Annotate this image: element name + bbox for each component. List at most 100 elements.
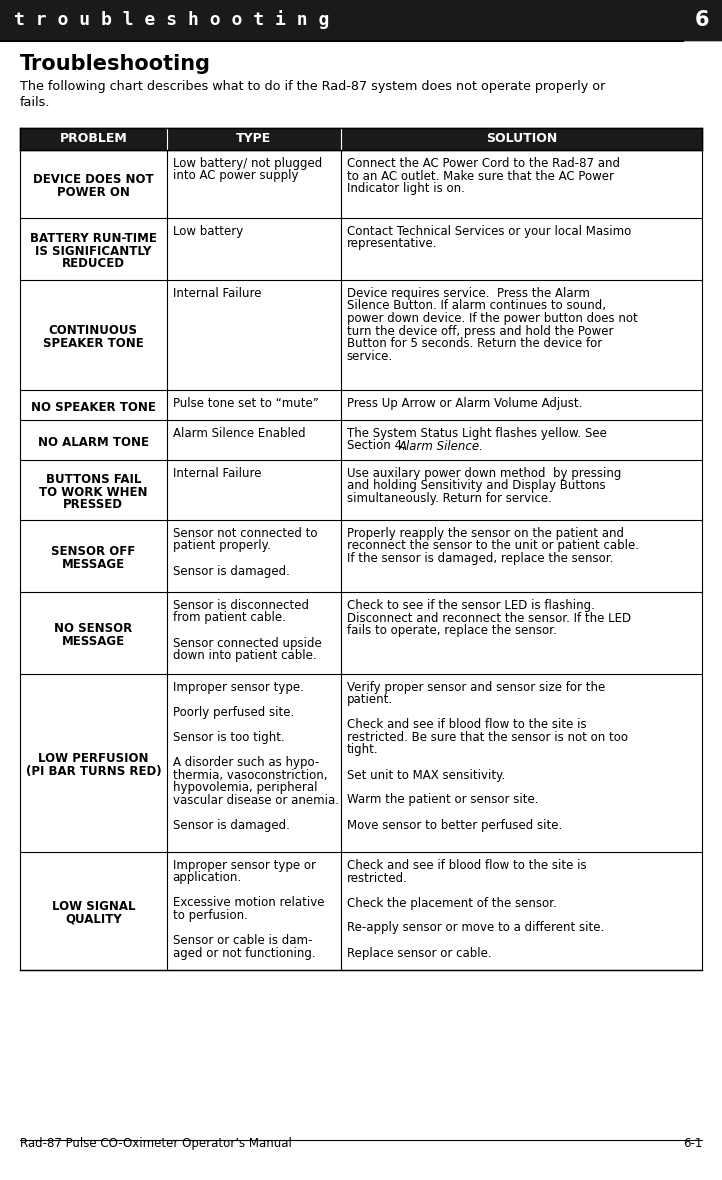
Text: Sensor is damaged.: Sensor is damaged. — [173, 564, 290, 577]
Text: Sensor not connected to: Sensor not connected to — [173, 527, 317, 540]
Text: Excessive motion relative: Excessive motion relative — [173, 897, 324, 910]
Text: reconnect the sensor to the unit or patient cable.: reconnect the sensor to the unit or pati… — [347, 539, 638, 552]
Text: Internal Failure: Internal Failure — [173, 467, 261, 480]
Text: BATTERY RUN-TIME: BATTERY RUN-TIME — [30, 232, 157, 245]
Text: Improper sensor type or: Improper sensor type or — [173, 859, 316, 872]
Text: and holding Sensitivity and Display Buttons: and holding Sensitivity and Display Butt… — [347, 479, 605, 492]
Text: Alarm Silence.: Alarm Silence. — [399, 439, 484, 452]
Text: Button for 5 seconds. Return the device for: Button for 5 seconds. Return the device … — [347, 337, 602, 350]
Bar — [20, 592, 702, 674]
Text: down into patient cable.: down into patient cable. — [173, 649, 316, 662]
Text: t r o u b l e s h o o t i n g: t r o u b l e s h o o t i n g — [14, 11, 329, 30]
Bar — [20, 520, 702, 592]
Text: The System Status Light flashes yellow. See: The System Status Light flashes yellow. … — [347, 427, 606, 440]
Text: Low battery/ not plugged: Low battery/ not plugged — [173, 157, 322, 170]
Text: thermia, vasoconstriction,: thermia, vasoconstriction, — [173, 768, 327, 781]
Text: SPEAKER TONE: SPEAKER TONE — [43, 336, 144, 350]
Bar — [20, 127, 702, 150]
Text: Check and see if blood flow to the site is: Check and see if blood flow to the site … — [347, 859, 586, 872]
Text: 6: 6 — [695, 9, 709, 30]
Text: fails.: fails. — [20, 96, 51, 109]
Text: Contact Technical Services or your local Masimo: Contact Technical Services or your local… — [347, 225, 631, 238]
Text: SOLUTION: SOLUTION — [486, 132, 557, 145]
Text: aged or not functioning.: aged or not functioning. — [173, 946, 316, 959]
Bar — [20, 420, 702, 460]
Text: turn the device off, press and hold the Power: turn the device off, press and hold the … — [347, 324, 613, 337]
Text: Sensor is too tight.: Sensor is too tight. — [173, 730, 284, 745]
Text: LOW SIGNAL: LOW SIGNAL — [51, 900, 135, 913]
Text: Replace sensor or cable.: Replace sensor or cable. — [347, 946, 491, 959]
Text: Check and see if blood flow to the site is: Check and see if blood flow to the site … — [347, 719, 586, 732]
Bar — [20, 852, 702, 970]
Text: Check the placement of the sensor.: Check the placement of the sensor. — [347, 897, 556, 910]
Text: Properly reapply the sensor on the patient and: Properly reapply the sensor on the patie… — [347, 527, 624, 540]
Text: Check to see if the sensor LED is flashing.: Check to see if the sensor LED is flashi… — [347, 599, 594, 612]
Text: Silence Button. If alarm continues to sound,: Silence Button. If alarm continues to so… — [347, 300, 606, 313]
Text: Use auxilary power down method  by pressing: Use auxilary power down method by pressi… — [347, 467, 621, 480]
Text: restricted. Be sure that the sensor is not on too: restricted. Be sure that the sensor is n… — [347, 730, 627, 745]
Text: Section 4,: Section 4, — [347, 439, 409, 452]
Text: LOW PERFUSION: LOW PERFUSION — [38, 753, 149, 766]
Bar — [20, 674, 702, 852]
Bar — [683, 1, 721, 39]
Bar — [0, 0, 722, 40]
Bar — [20, 391, 702, 420]
Text: Poorly perfused site.: Poorly perfused site. — [173, 706, 294, 719]
Text: hypovolemia, peripheral: hypovolemia, peripheral — [173, 781, 317, 794]
Text: SENSOR OFF: SENSOR OFF — [51, 545, 136, 558]
Text: DEVICE DOES NOT: DEVICE DOES NOT — [33, 173, 154, 186]
Bar — [20, 150, 702, 218]
Text: TYPE: TYPE — [236, 132, 271, 145]
Text: Connect the AC Power Cord to the Rad-87 and: Connect the AC Power Cord to the Rad-87 … — [347, 157, 619, 170]
Text: Indicator light is on.: Indicator light is on. — [347, 182, 464, 195]
Text: POWER ON: POWER ON — [57, 186, 130, 199]
Text: The following chart describes what to do if the Rad-87 system does not operate p: The following chart describes what to do… — [20, 80, 605, 93]
Text: Warm the patient or sensor site.: Warm the patient or sensor site. — [347, 793, 538, 806]
Text: power down device. If the power button does not: power down device. If the power button d… — [347, 312, 638, 325]
Text: Verify proper sensor and sensor size for the: Verify proper sensor and sensor size for… — [347, 681, 605, 694]
Text: patient properly.: patient properly. — [173, 539, 270, 552]
Text: Sensor is disconnected: Sensor is disconnected — [173, 599, 308, 612]
Text: tight.: tight. — [347, 743, 378, 756]
Text: into AC power supply: into AC power supply — [173, 170, 298, 183]
Text: Internal Failure: Internal Failure — [173, 287, 261, 300]
Text: TO WORK WHEN: TO WORK WHEN — [39, 486, 147, 499]
Text: Device requires service.  Press the Alarm: Device requires service. Press the Alarm — [347, 287, 589, 300]
Text: restricted.: restricted. — [347, 872, 407, 885]
Text: (PI BAR TURNS RED): (PI BAR TURNS RED) — [25, 765, 161, 778]
Text: CONTINUOUS: CONTINUOUS — [49, 324, 138, 337]
Bar — [20, 218, 702, 280]
Text: Alarm Silence Enabled: Alarm Silence Enabled — [173, 427, 305, 440]
Text: Sensor is damaged.: Sensor is damaged. — [173, 819, 290, 832]
Text: NO SENSOR: NO SENSOR — [54, 622, 132, 635]
Text: PROBLEM: PROBLEM — [59, 132, 127, 145]
Text: BUTTONS FAIL: BUTTONS FAIL — [45, 473, 141, 486]
Text: Sensor connected upside: Sensor connected upside — [173, 636, 321, 649]
Text: 6-1: 6-1 — [682, 1138, 702, 1150]
Text: Set unit to MAX sensitivity.: Set unit to MAX sensitivity. — [347, 768, 505, 781]
Text: to perfusion.: to perfusion. — [173, 909, 248, 922]
Text: from patient cable.: from patient cable. — [173, 611, 285, 624]
Text: representative.: representative. — [347, 237, 437, 250]
Text: Rad-87 Pulse CO-Oximeter Operator’s Manual: Rad-87 Pulse CO-Oximeter Operator’s Manu… — [20, 1138, 292, 1150]
Text: NO ALARM TONE: NO ALARM TONE — [38, 435, 149, 448]
Text: REDUCED: REDUCED — [62, 257, 125, 270]
Text: to an AC outlet. Make sure that the AC Power: to an AC outlet. Make sure that the AC P… — [347, 170, 614, 183]
Text: Disconnect and reconnect the sensor. If the LED: Disconnect and reconnect the sensor. If … — [347, 611, 630, 624]
Text: patient.: patient. — [347, 694, 393, 707]
Bar — [20, 460, 702, 520]
Text: Re-apply sensor or move to a different site.: Re-apply sensor or move to a different s… — [347, 922, 604, 935]
Text: Low battery: Low battery — [173, 225, 243, 238]
Text: Troubleshooting: Troubleshooting — [20, 54, 211, 74]
Text: QUALITY: QUALITY — [65, 913, 122, 926]
Text: Press Up Arrow or Alarm Volume Adjust.: Press Up Arrow or Alarm Volume Adjust. — [347, 396, 582, 409]
Text: IS SIGNIFICANTLY: IS SIGNIFICANTLY — [35, 244, 152, 257]
Text: A disorder such as hypo-: A disorder such as hypo- — [173, 756, 319, 769]
Text: Sensor or cable is dam-: Sensor or cable is dam- — [173, 935, 312, 948]
Text: service.: service. — [347, 349, 393, 362]
Text: application.: application. — [173, 872, 242, 885]
Text: If the sensor is damaged, replace the sensor.: If the sensor is damaged, replace the se… — [347, 552, 613, 565]
Text: PRESSED: PRESSED — [64, 498, 123, 511]
Text: MESSAGE: MESSAGE — [62, 635, 125, 648]
Text: Pulse tone set to “mute”: Pulse tone set to “mute” — [173, 396, 318, 409]
